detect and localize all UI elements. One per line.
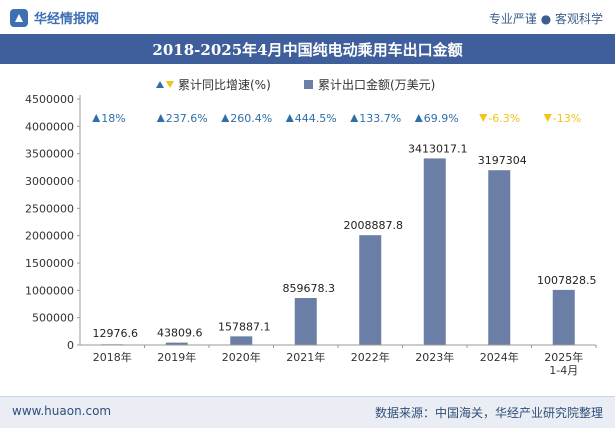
bars: [101, 158, 575, 345]
x-axis: 2018年 2019年 2020年 2021年 2022年 2023年 2024年 2025年…: [80, 344, 597, 377]
y-tick-label: 0: [67, 339, 74, 352]
growth-label: 18%: [101, 112, 125, 125]
growth-label: -13%: [553, 112, 581, 125]
growth-label: 133.7%: [359, 112, 401, 125]
legend-up-icon: [156, 81, 164, 88]
x-tick-label: 2023年: [415, 350, 454, 364]
y-tick-label: 1000000: [25, 284, 74, 297]
x-tick-label: 2019年: [157, 350, 196, 364]
growth-down-icon: [479, 114, 488, 122]
bar-value-label: 3413017.1: [408, 142, 468, 155]
footer-source: 数据来源：中国海关，华经产业研究院整理: [374, 406, 603, 420]
logo-icon: [10, 8, 28, 27]
bar-value-label: 859678.3: [283, 282, 336, 295]
bar: [423, 158, 446, 345]
x-tick-label: 2018年: [93, 350, 132, 364]
y-tick-label: 1500000: [25, 257, 74, 270]
growth-label: -6.3%: [488, 112, 520, 125]
growth-label: 69.9%: [424, 112, 459, 125]
logo-text: 华经情报网: [34, 12, 100, 27]
y-tick-label: 3000000: [25, 175, 74, 188]
growth-down-icon: [543, 114, 552, 122]
tagline: 专业严谨 ● 客观科学: [488, 12, 603, 26]
y-tick-label: 2500000: [25, 202, 74, 215]
y-tick-label: 3500000: [25, 148, 74, 161]
x-tick-label: 2021年: [286, 350, 325, 364]
legend: 累计同比增速(%) 累计出口金额(万美元): [156, 77, 435, 92]
value-labels: 12976.6 43809.6 157887.1 859678.3 2008887.8 3…: [93, 142, 597, 340]
growth-up-icon: [156, 114, 165, 122]
x-tick-label: 2024年: [480, 350, 519, 364]
legend-series-label: 累计出口金额(万美元): [318, 77, 435, 92]
growth-labels: 18% 237.6% 260.4% 444.5% 133.7% 69.9% -6.3% -13…: [92, 112, 581, 125]
bar: [359, 235, 382, 345]
title-bar: 2018-2025年4月中国纯电动乘用车出口金额: [0, 34, 615, 64]
growth-label: 260.4%: [230, 112, 272, 125]
footer: www.huaon.com 数据来源：中国海关，华经产业研究院整理: [0, 396, 615, 428]
chart-title: 2018-2025年4月中国纯电动乘用车出口金额: [152, 40, 463, 59]
x-tick-label: 2020年: [222, 350, 261, 364]
growth-label: 237.6%: [166, 112, 208, 125]
bar: [488, 170, 511, 345]
y-tick-label: 2000000: [25, 230, 74, 243]
bar: [230, 336, 253, 345]
y-tick-label: 500000: [32, 312, 74, 325]
legend-bar-swatch: [304, 80, 313, 89]
growth-up-icon: [92, 114, 101, 122]
bar-value-label: 2008887.8: [344, 219, 404, 232]
x-tick-label: 2025年: [544, 350, 583, 364]
bar: [552, 289, 575, 345]
bar-value-label: 3197304: [478, 154, 527, 167]
bar: [294, 298, 317, 345]
growth-up-icon: [350, 114, 359, 122]
bar-value-label: 1007828.5: [537, 274, 597, 287]
growth-label: 444.5%: [295, 112, 337, 125]
legend-down-icon: [166, 81, 174, 88]
y-axis: 0 500000 1000000 1500000 2000000 2500000 30000…: [25, 93, 81, 352]
bar-chart: 累计同比增速(%) 累计出口金额(万美元) 0 500000 1000000 15000…: [25, 77, 597, 377]
growth-up-icon: [221, 114, 230, 122]
footer-website[interactable]: www.huaon.com: [12, 404, 112, 418]
x-tick-label: 2022年: [351, 350, 390, 364]
legend-growth-label: 累计同比增速(%): [178, 78, 271, 92]
bar-value-label: 43809.6: [157, 327, 203, 340]
x-tick-label: 1-4月: [549, 364, 578, 377]
growth-up-icon: [414, 114, 423, 122]
growth-up-icon: [285, 114, 294, 122]
logo: 华经情报网: [10, 8, 99, 27]
y-tick-label: 4500000: [25, 93, 74, 106]
bar-value-label: 157887.1: [218, 320, 271, 333]
bar-value-label: 12976.6: [93, 327, 139, 340]
y-tick-label: 4000000: [25, 120, 74, 133]
bar: [165, 342, 188, 345]
top-bar: 华经情报网 专业严谨 ● 客观科学: [0, 0, 615, 34]
